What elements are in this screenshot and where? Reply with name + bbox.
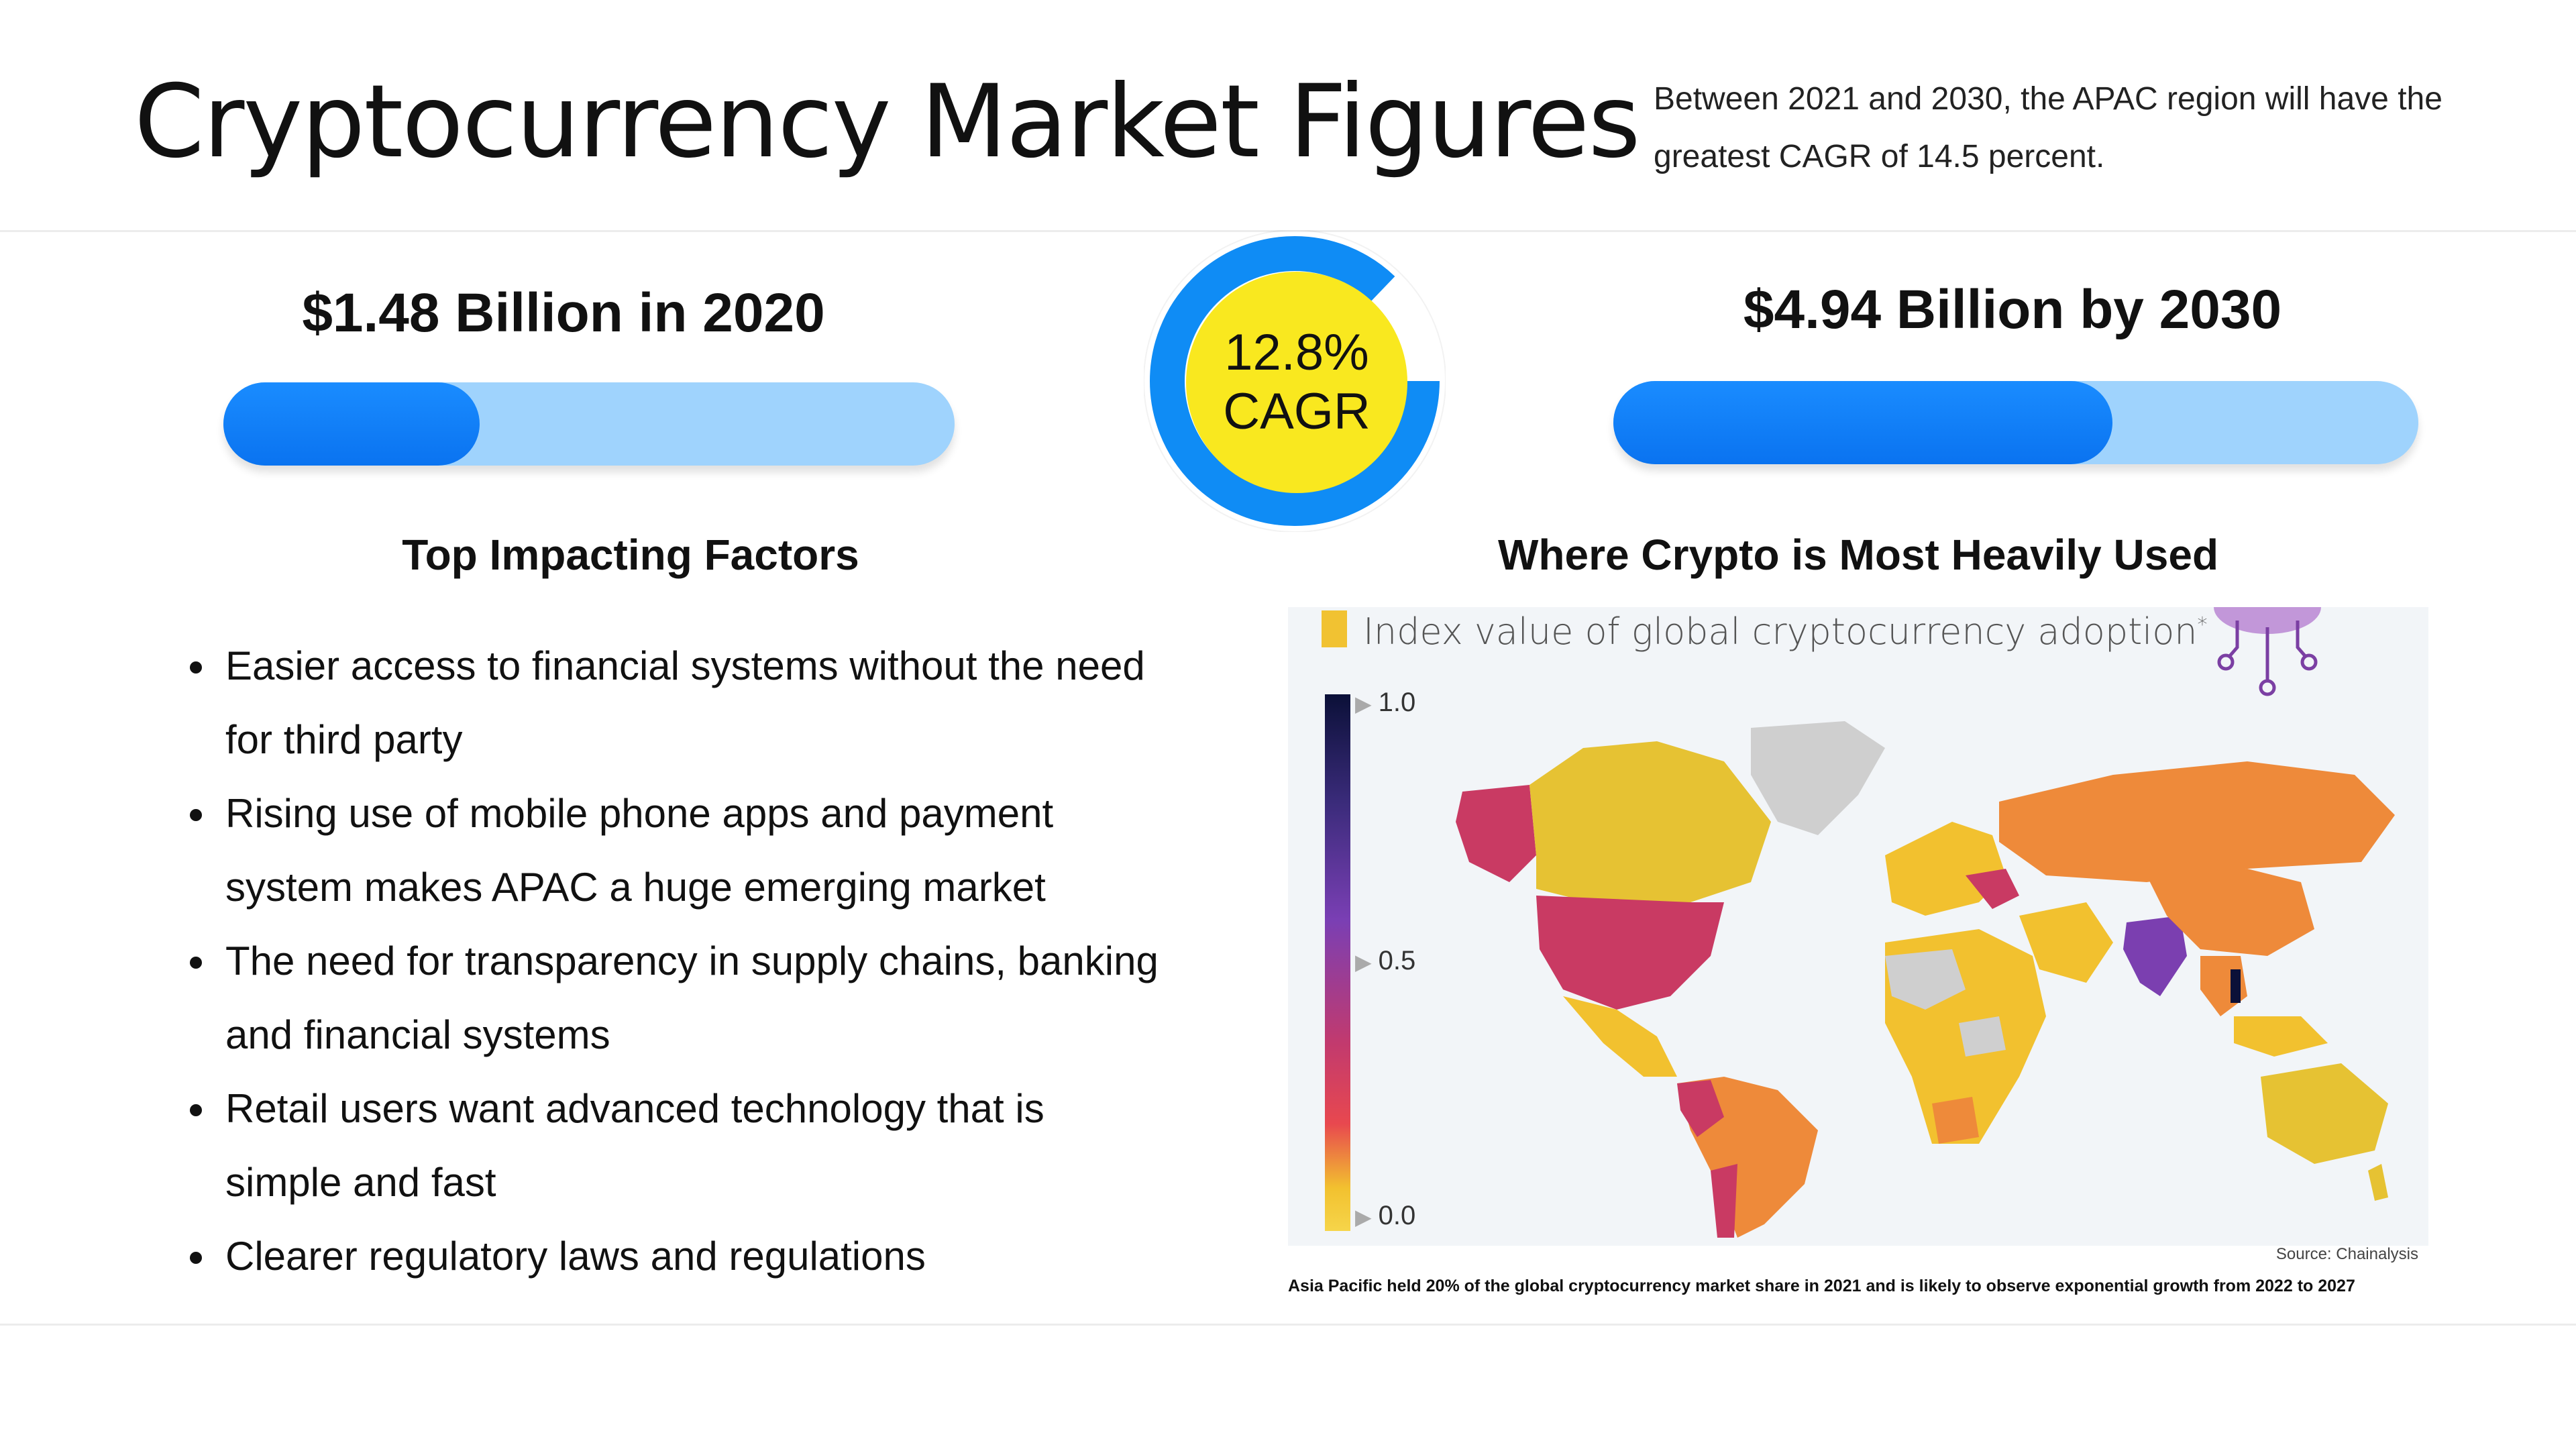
header-divider <box>0 230 2576 232</box>
map-legend-swatch <box>1322 610 1347 647</box>
factor-item: The need for transparency in supply chai… <box>219 924 1171 1072</box>
map-caption: Asia Pacific held 20% of the global cryp… <box>1288 1277 2355 1295</box>
network-icon <box>2214 607 2321 696</box>
header-subtitle: Between 2021 and 2030, the APAC region w… <box>1654 81 2443 174</box>
cagr-label: CAGR <box>1223 383 1371 440</box>
world-map <box>1456 721 2395 1238</box>
scale-tick-low-label: 0.0 <box>1378 1201 1416 1230</box>
factor-item: Rising use of mobile phone apps and paym… <box>219 777 1171 924</box>
page-title: Cryptocurrency Market Figures <box>134 64 1641 180</box>
bar-2020-track <box>223 382 955 466</box>
scale-tick-mid: ▶ 0.5 <box>1355 946 1416 975</box>
scale-tick-high: ▶ 1.0 <box>1355 688 1416 717</box>
factor-item: Clearer regulatory laws and regulations <box>219 1220 1171 1293</box>
scale-tick-low: ▶ 0.0 <box>1355 1201 1416 1230</box>
map-source: Source: Chainalysis <box>2275 1245 2418 1263</box>
map-title-text: Index value of global cryptocurrency ado… <box>1363 610 2198 653</box>
map-title-note: * <box>2197 613 2208 637</box>
factors-list: Easier access to financial systems witho… <box>181 629 1171 1293</box>
factor-item: Retail users want advanced technology th… <box>219 1072 1171 1220</box>
scale-tick-mid-label: 0.5 <box>1378 946 1416 975</box>
bar-2030-track <box>1613 381 2418 464</box>
scale-tick-high-label: 1.0 <box>1378 688 1416 717</box>
color-scale-bar <box>1325 694 1350 1231</box>
stat-2030-label: $4.94 Billion by 2030 <box>1743 279 2282 340</box>
world-map-panel: Index value of global cryptocurrency ado… <box>1288 607 2428 1246</box>
map-title: Index value of global cryptocurrency ado… <box>1363 610 2208 653</box>
cagr-value: 12.8% <box>1224 324 1369 381</box>
map-heading: Where Crypto is Most Heavily Used <box>1497 531 2219 579</box>
bar-2020-fill <box>223 382 480 466</box>
footer-divider <box>0 1324 2576 1326</box>
cagr-ring <box>1144 230 1446 532</box>
factors-heading: Top Impacting Factors <box>402 531 859 579</box>
stat-2020-label: $1.48 Billion in 2020 <box>302 282 825 343</box>
cagr-badge: 12.8% CAGR <box>1186 272 1407 493</box>
factor-item: Easier access to financial systems witho… <box>219 629 1171 777</box>
bar-2030-fill <box>1613 381 2112 464</box>
